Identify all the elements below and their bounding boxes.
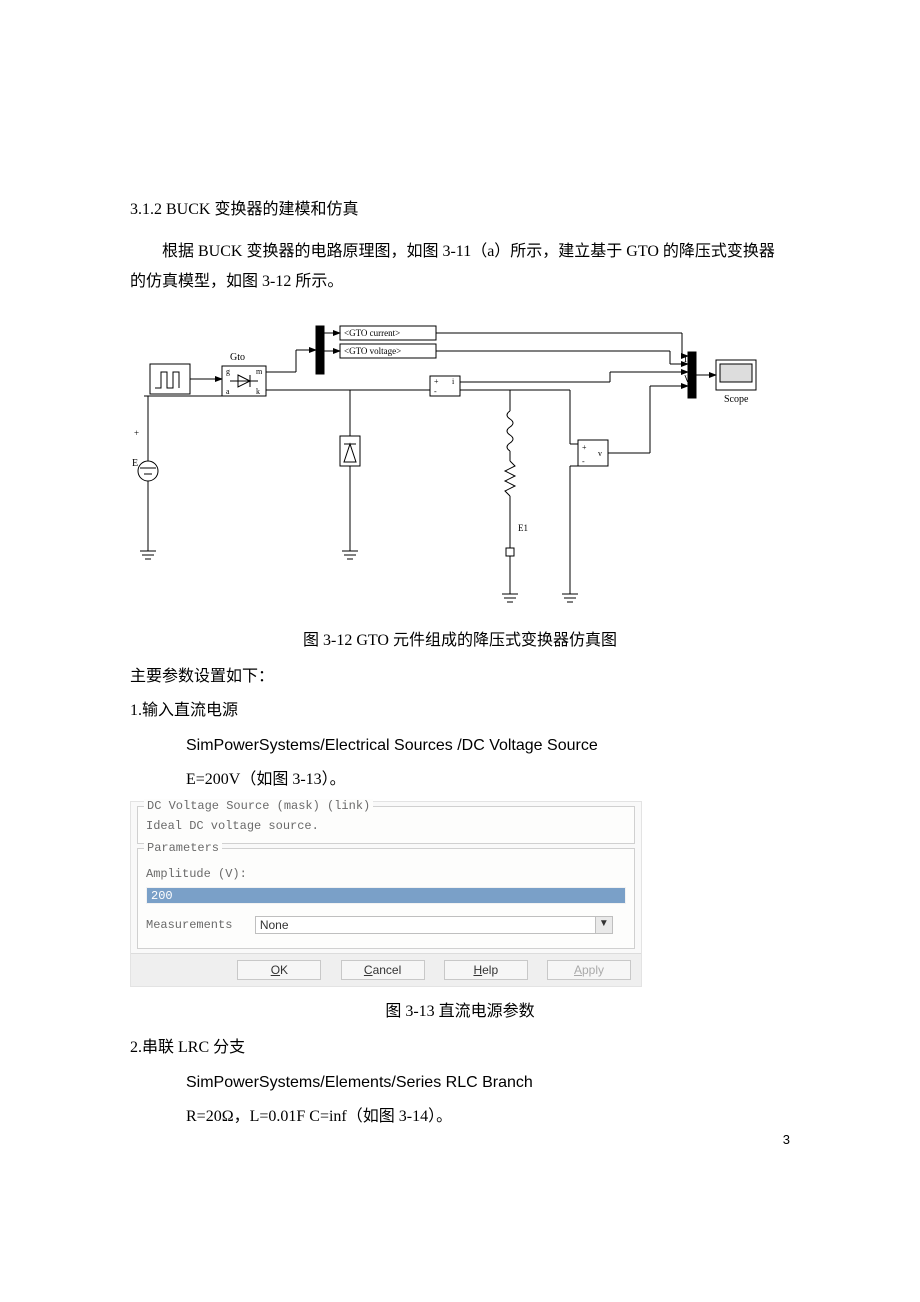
measurements-value: None: [260, 918, 289, 932]
svg-text:I: I: [684, 354, 687, 364]
dialog-button-bar: OK Cancel Help Apply: [131, 953, 641, 986]
svg-text:-: -: [582, 457, 585, 466]
dc-voltage-dialog: DC Voltage Source (mask) (link) Ideal DC…: [130, 801, 642, 987]
svg-text:g: g: [226, 367, 230, 376]
dialog-fieldset-mask: DC Voltage Source (mask) (link) Ideal DC…: [137, 806, 635, 844]
svg-text:k: k: [256, 387, 260, 396]
amplitude-input[interactable]: 200: [146, 887, 626, 904]
item1-title: 1.输入直流电源: [130, 696, 790, 726]
paragraph-1: 根据 BUCK 变换器的电路原理图，如图 3-11（a）所示，建立基于 GTO …: [130, 237, 790, 298]
caption-3-12: 图 3-12 GTO 元件组成的降压式变换器仿真图: [130, 626, 790, 650]
svg-text:v: v: [598, 449, 602, 458]
item2-value: R=20Ω，L=0.01F C=inf（如图 3-14）。: [130, 1102, 790, 1132]
gto-current-label: <GTO current>: [344, 328, 400, 338]
params-heading: 主要参数设置如下：: [130, 662, 790, 692]
gto-label: Gto: [230, 352, 245, 363]
measurements-select[interactable]: None ▼: [255, 916, 613, 934]
circuit-diagram: g m a k Gto <GTO current>: [130, 316, 770, 616]
item1-path: SimPowerSystems/Electrical Sources /DC V…: [130, 731, 790, 761]
cancel-button[interactable]: Cancel: [341, 960, 425, 980]
scope-label: Scope: [724, 394, 749, 405]
page: 3.1.2 BUCK 变换器的建模和仿真 根据 BUCK 变换器的电路原理图，如…: [0, 0, 920, 1197]
caption-3-13: 图 3-13 直流电源参数: [130, 997, 790, 1021]
dialog-mask-legend: DC Voltage Source (mask) (link): [144, 799, 373, 813]
help-button[interactable]: Help: [444, 960, 528, 980]
svg-text:+: +: [434, 377, 439, 386]
item2-path: SimPowerSystems/Elements/Series RLC Bran…: [130, 1068, 790, 1098]
page-number: 3: [783, 1132, 790, 1147]
svg-text:+: +: [582, 443, 587, 452]
amplitude-label: Amplitude (V):: [146, 859, 626, 881]
dialog-mask-desc: Ideal DC voltage source.: [146, 811, 626, 833]
ok-button[interactable]: OK: [237, 960, 321, 980]
apply-button[interactable]: Apply: [547, 960, 631, 980]
svg-text:a: a: [226, 387, 230, 396]
svg-text:m: m: [256, 367, 263, 376]
svg-text:V: V: [684, 374, 691, 384]
svg-text:+: +: [134, 428, 139, 438]
dialog-fieldset-params: Parameters Amplitude (V): 200 Measuremen…: [137, 848, 635, 949]
dialog-params-legend: Parameters: [144, 841, 222, 855]
gto-voltage-label: <GTO voltage>: [344, 346, 401, 356]
svg-text:-: -: [434, 387, 437, 396]
measurements-label: Measurements: [146, 919, 232, 933]
svg-text:E1: E1: [518, 523, 528, 533]
section-heading: 3.1.2 BUCK 变换器的建模和仿真: [130, 195, 790, 219]
item1-value: E=200V（如图 3-13）。: [130, 765, 790, 795]
chevron-down-icon: ▼: [595, 917, 612, 933]
item2-title: 2.串联 LRC 分支: [130, 1033, 790, 1063]
svg-text:E: E: [132, 458, 138, 469]
